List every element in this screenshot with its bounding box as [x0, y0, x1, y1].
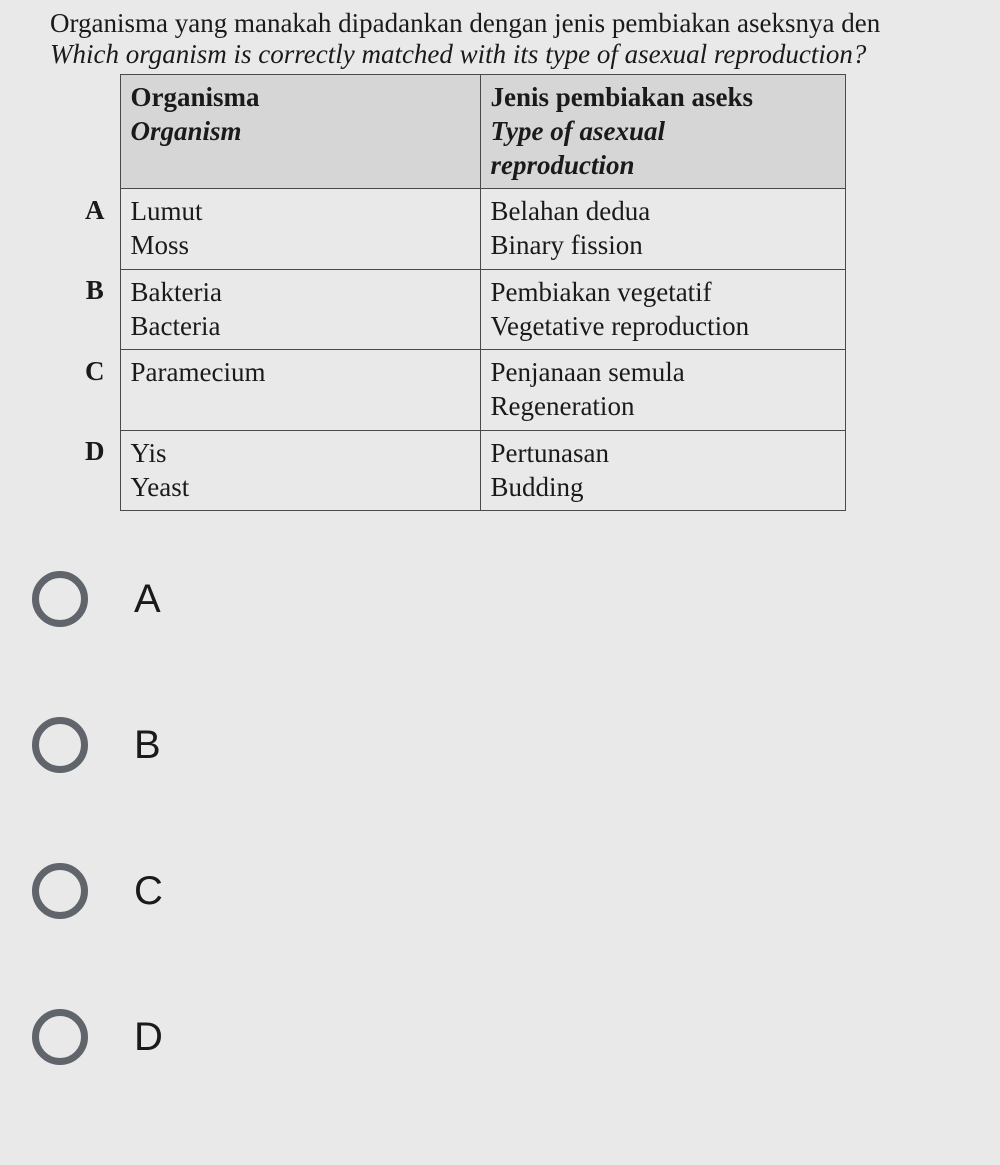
organism-english: Moss — [131, 229, 470, 263]
header-reproduction-english-l2: reproduction — [491, 149, 835, 183]
row-label: C — [70, 350, 120, 431]
header-spacer — [70, 75, 120, 189]
answer-option-d[interactable]: D — [32, 1009, 1000, 1065]
table-row: B Bakteria Bacteria Pembiakan vegetatif … — [70, 269, 845, 350]
reproduction-cell: Penjanaan semula Regeneration — [480, 350, 845, 431]
organism-malay: Yis — [131, 437, 470, 471]
answer-options: A B C D — [32, 571, 1000, 1065]
reproduction-english: Binary fission — [491, 229, 835, 263]
reproduction-cell: Pembiakan vegetatif Vegetative reproduct… — [480, 269, 845, 350]
reproduction-cell: Pertunasan Budding — [480, 430, 845, 511]
header-organism-malay: Organisma — [131, 81, 470, 115]
table-header-row: Organisma Organism Jenis pembiakan aseks… — [70, 75, 845, 189]
reproduction-malay: Pertunasan — [491, 437, 835, 471]
reproduction-english: Vegetative reproduction — [491, 310, 835, 344]
reproduction-malay: Pembiakan vegetatif — [491, 276, 835, 310]
question-text-english: Which organism is correctly matched with… — [50, 39, 1000, 70]
answer-option-b[interactable]: B — [32, 717, 1000, 773]
answer-label: B — [134, 723, 161, 768]
radio-icon[interactable] — [32, 1009, 88, 1065]
organism-english: Yeast — [131, 471, 470, 505]
header-organism: Organisma Organism — [120, 75, 480, 189]
header-reproduction-english-l1: Type of asexual — [491, 115, 835, 149]
answer-option-c[interactable]: C — [32, 863, 1000, 919]
question-table-area: Organisma Organism Jenis pembiakan aseks… — [70, 74, 1000, 511]
table-row: D Yis Yeast Pertunasan Budding — [70, 430, 845, 511]
organism-malay: Paramecium — [131, 356, 470, 390]
organism-malay: Bakteria — [131, 276, 470, 310]
answer-option-a[interactable]: A — [32, 571, 1000, 627]
organism-english: Bacteria — [131, 310, 470, 344]
row-label: A — [70, 189, 120, 270]
question-text-malay: Organisma yang manakah dipadankan dengan… — [50, 8, 1000, 39]
question-table: Organisma Organism Jenis pembiakan aseks… — [70, 74, 846, 511]
reproduction-english: Regeneration — [491, 390, 835, 424]
radio-icon[interactable] — [32, 571, 88, 627]
answer-label: C — [134, 869, 163, 914]
radio-icon[interactable] — [32, 717, 88, 773]
table-row: A Lumut Moss Belahan dedua Binary fissio… — [70, 189, 845, 270]
answer-label: D — [134, 1015, 163, 1060]
answer-label: A — [134, 577, 161, 622]
organism-cell: Lumut Moss — [120, 189, 480, 270]
question-container: Organisma yang manakah dipadankan dengan… — [0, 0, 1000, 1065]
reproduction-english: Budding — [491, 471, 835, 505]
row-label: B — [70, 269, 120, 350]
radio-icon[interactable] — [32, 863, 88, 919]
organism-malay: Lumut — [131, 195, 470, 229]
organism-cell: Yis Yeast — [120, 430, 480, 511]
header-reproduction: Jenis pembiakan aseks Type of asexual re… — [480, 75, 845, 189]
reproduction-malay: Belahan dedua — [491, 195, 835, 229]
organism-cell: Bakteria Bacteria — [120, 269, 480, 350]
reproduction-malay: Penjanaan semula — [491, 356, 835, 390]
row-label: D — [70, 430, 120, 511]
header-reproduction-malay: Jenis pembiakan aseks — [491, 81, 835, 115]
reproduction-cell: Belahan dedua Binary fission — [480, 189, 845, 270]
table-row: C Paramecium Penjanaan semula Regenerati… — [70, 350, 845, 431]
organism-cell: Paramecium — [120, 350, 480, 431]
header-organism-english: Organism — [131, 115, 470, 149]
